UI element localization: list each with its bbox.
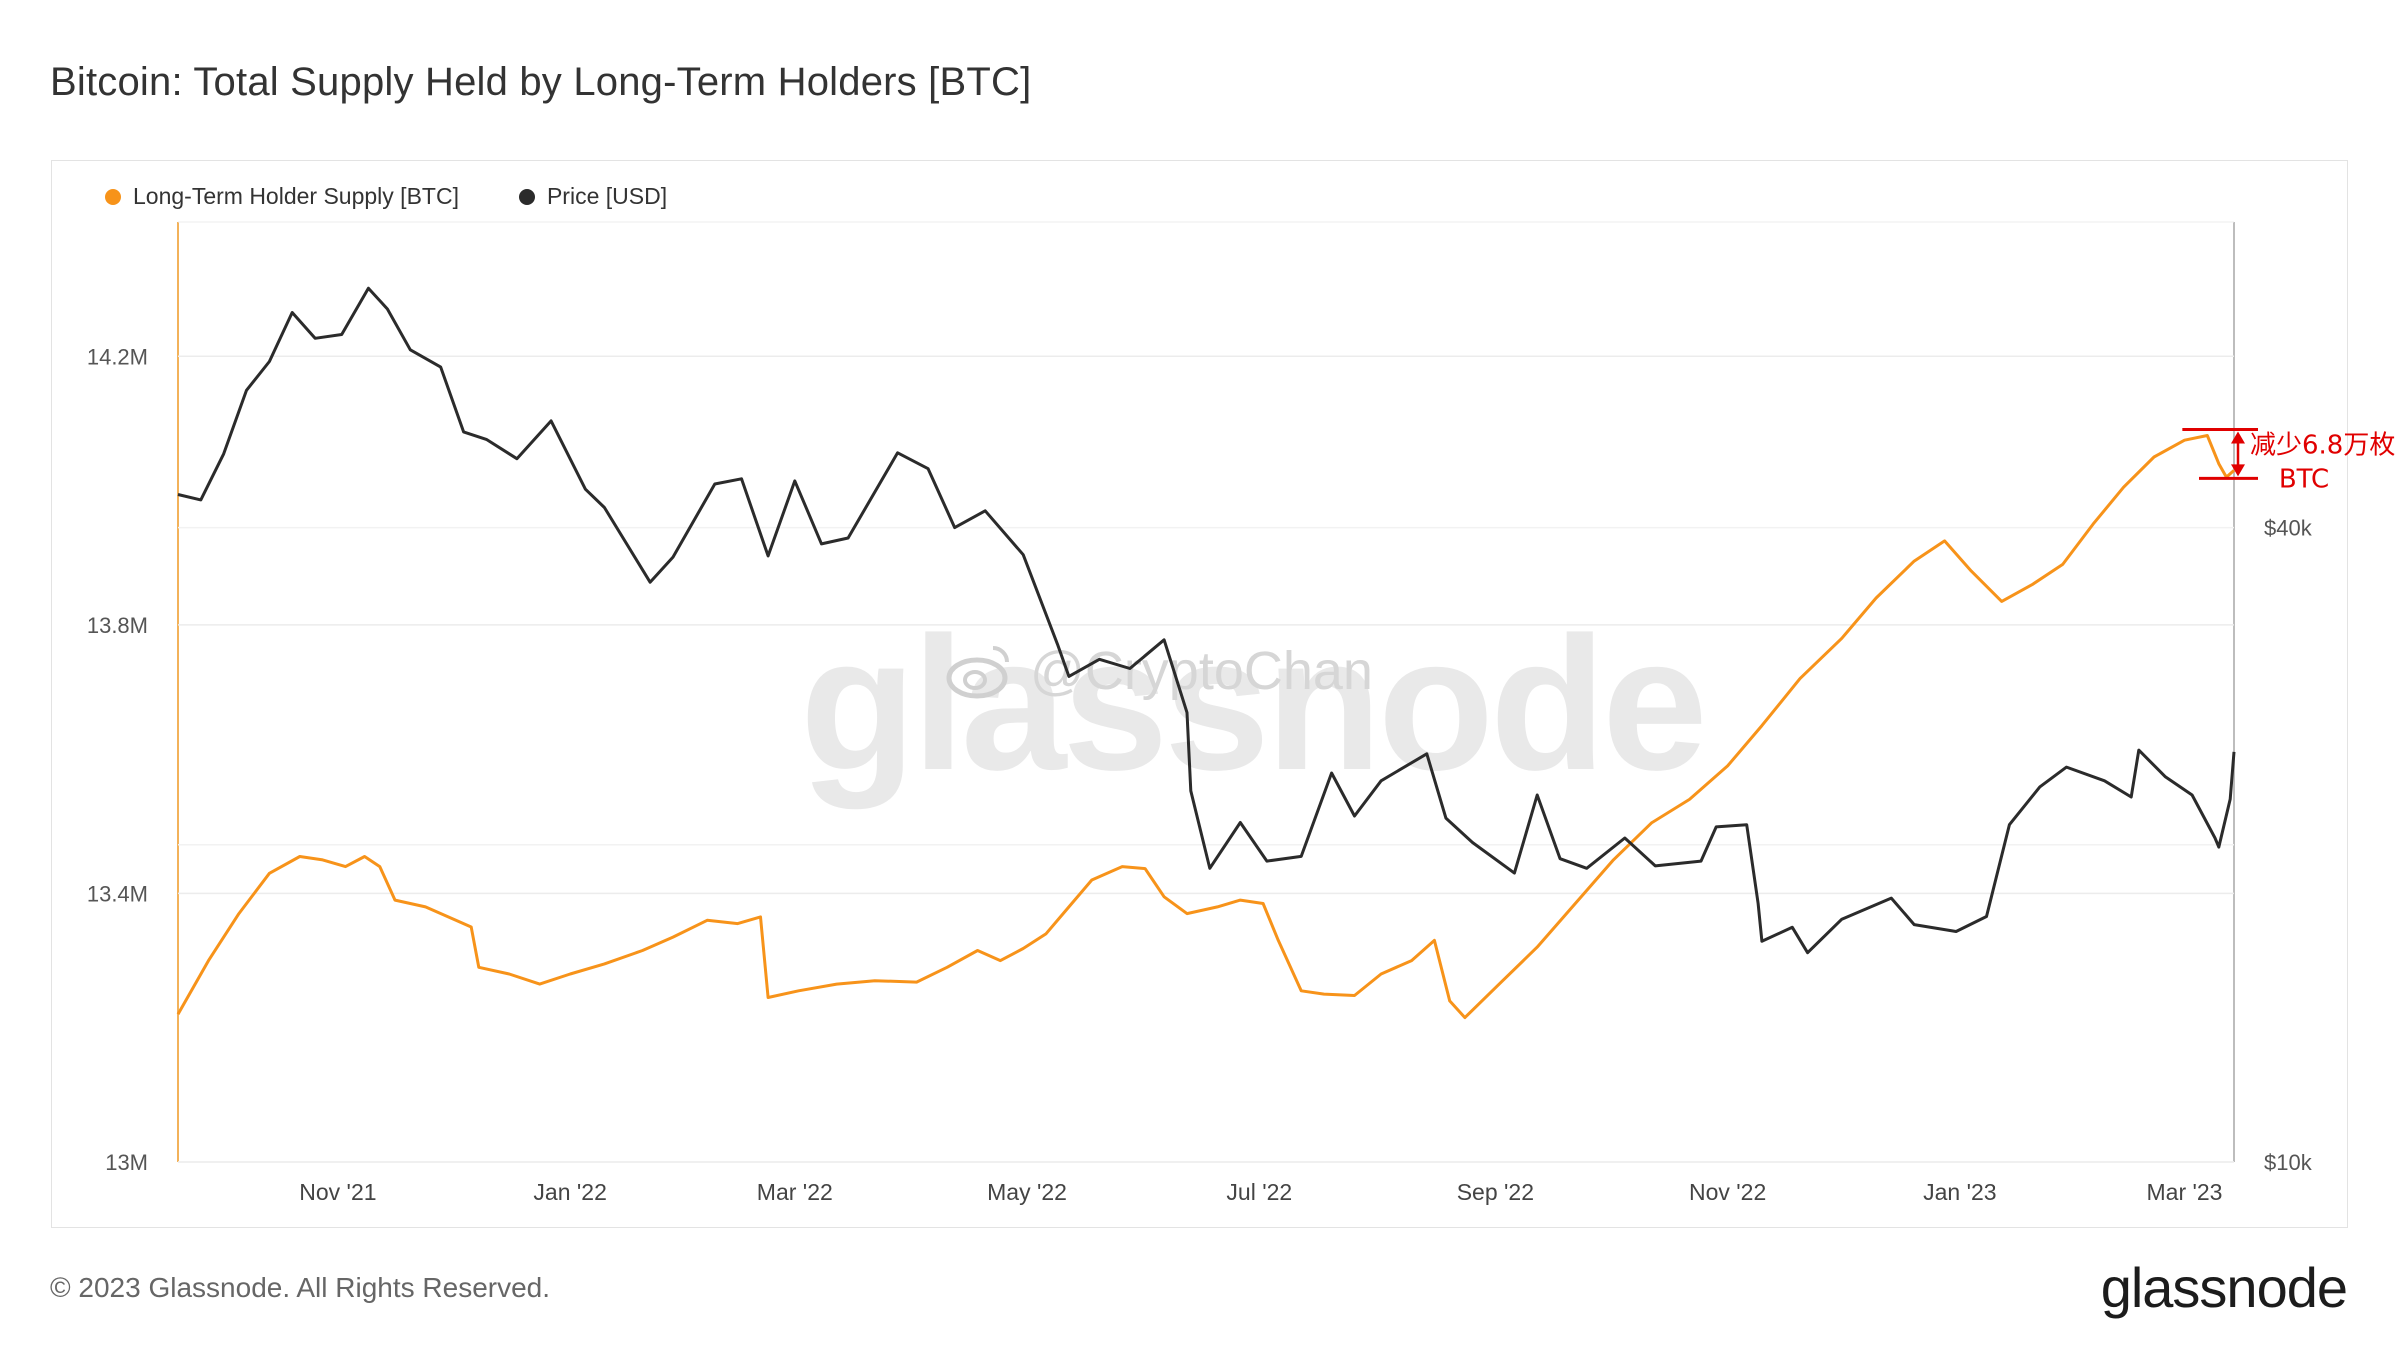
annotation-text-line2: BTC (2279, 465, 2329, 495)
y-right-tick-label: $40k (2264, 516, 2313, 541)
x-tick-label: Jan '23 (1923, 1179, 1996, 1205)
lth-legend-dot-icon (105, 188, 121, 205)
x-tick-label: Nov '21 (299, 1179, 376, 1205)
annotation-arrow-up-icon (2231, 431, 2245, 444)
y-left-tick-label: 13M (105, 1150, 148, 1175)
annotation-text-line1: 减少6.8万枚 (2250, 431, 2395, 461)
legend-label-price: Price [USD] (546, 183, 668, 209)
copyright-footer: © 2023 Glassnode. All Rights Reserved. (50, 1272, 551, 1303)
price-legend-dot-icon (518, 188, 535, 205)
chart-panel (51, 160, 2348, 1228)
legend-label-lth: Long-Term Holder Supply [BTC] (133, 183, 459, 209)
y-left-tick-label: 13.4M (87, 881, 148, 906)
x-tick-label: Sep '22 (1457, 1179, 1534, 1205)
weibo-icon (946, 646, 1009, 699)
x-tick-label: Mar '23 (2147, 1179, 2223, 1205)
y-left-tick-label: 13.8M (87, 613, 148, 638)
glassnode-logo: glassnode (2100, 1256, 2348, 1319)
legend-item-price[interactable]: Price [USD] (518, 183, 668, 210)
y-left-tick-label: 14.2M (87, 344, 148, 369)
glassnode-watermark: glassnode (800, 598, 1708, 810)
x-tick-label: Mar '22 (757, 1179, 833, 1205)
x-tick-label: Jul '22 (1226, 1179, 1292, 1205)
price-line (177, 286, 2236, 955)
x-tick-label: Nov '22 (1689, 1179, 1766, 1205)
x-tick-label: Jan '22 (533, 1179, 606, 1205)
legend-item-lth[interactable]: Long-Term Holder Supply [BTC] (105, 183, 459, 210)
x-tick-label: May '22 (987, 1179, 1067, 1205)
chart-legend: Long-Term Holder Supply [BTC] Price [USD… (105, 183, 667, 210)
watermark-handle: @CryptoChan (1030, 641, 1373, 701)
y-right-tick-label: $10k (2264, 1150, 2313, 1175)
chart-title: Bitcoin: Total Supply Held by Long-Term … (50, 60, 1032, 104)
lth-supply-line (176, 434, 2235, 1020)
annotation-arrow-down-icon (2231, 464, 2245, 477)
